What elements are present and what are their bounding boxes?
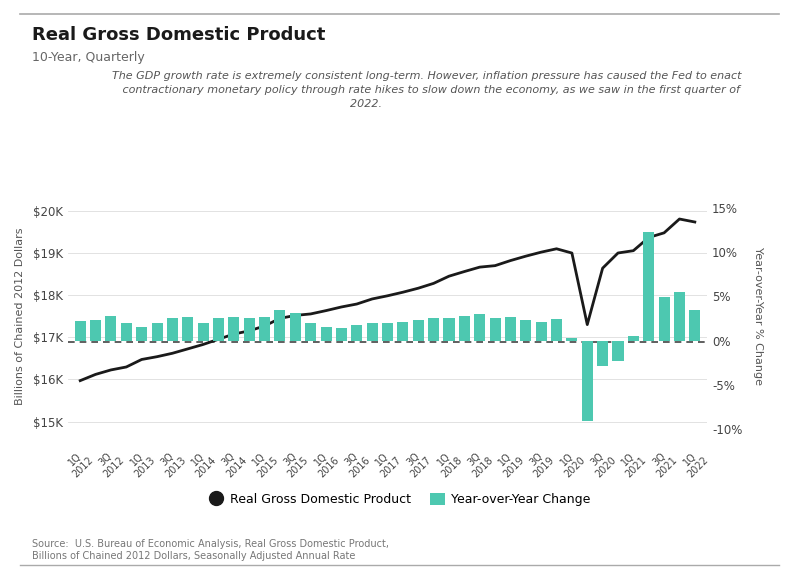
Bar xyxy=(121,323,132,340)
Text: The GDP growth rate is extremely consistent long-term. However, inflation pressu: The GDP growth rate is extremely consist… xyxy=(112,71,741,80)
Bar xyxy=(320,327,332,340)
Bar xyxy=(290,313,301,340)
Legend: Real Gross Domestic Product, Year-over-Year Change: Real Gross Domestic Product, Year-over-Y… xyxy=(204,488,595,511)
Bar xyxy=(352,325,362,340)
Bar xyxy=(336,328,347,340)
Bar xyxy=(136,327,147,340)
Bar xyxy=(105,316,117,340)
Bar xyxy=(597,340,608,366)
Bar xyxy=(259,317,270,340)
Bar xyxy=(535,322,547,340)
Bar xyxy=(90,320,101,340)
Bar xyxy=(566,338,578,340)
Bar xyxy=(367,323,378,340)
Bar xyxy=(443,317,455,340)
Bar xyxy=(74,321,85,340)
Bar xyxy=(674,292,685,340)
Bar xyxy=(413,320,423,340)
Text: Source:  U.S. Bureau of Economic Analysis, Real Gross Domestic Product,: Source: U.S. Bureau of Economic Analysis… xyxy=(32,539,389,549)
Bar xyxy=(152,323,162,340)
Bar xyxy=(490,319,501,340)
Bar xyxy=(658,297,670,340)
Bar xyxy=(305,323,316,340)
Bar xyxy=(182,317,193,340)
Bar xyxy=(690,309,701,340)
Bar xyxy=(505,317,516,340)
Bar xyxy=(274,309,285,340)
Text: contractionary monetary policy through rate hikes to slow down the economy, as w: contractionary monetary policy through r… xyxy=(112,85,740,95)
Bar xyxy=(474,314,485,340)
Bar xyxy=(582,340,593,420)
Text: 2022.: 2022. xyxy=(112,99,382,109)
Bar xyxy=(382,323,393,340)
Bar xyxy=(229,317,240,340)
Text: Billions of Chained 2012 Dollars, Seasonally Adjusted Annual Rate: Billions of Chained 2012 Dollars, Season… xyxy=(32,551,356,561)
Bar xyxy=(613,340,623,361)
Y-axis label: Year-over-Year % Change: Year-over-Year % Change xyxy=(753,247,764,385)
Bar xyxy=(520,320,531,340)
Bar xyxy=(197,323,209,340)
Bar xyxy=(628,336,639,340)
Bar xyxy=(213,319,224,340)
Bar xyxy=(244,319,255,340)
Bar xyxy=(167,319,178,340)
Bar xyxy=(643,232,654,340)
Bar xyxy=(551,319,562,340)
Y-axis label: Billions of Chained 2012 Dollars: Billions of Chained 2012 Dollars xyxy=(14,228,25,405)
Bar xyxy=(459,316,470,340)
Text: Real Gross Domestic Product: Real Gross Domestic Product xyxy=(32,26,325,44)
Bar xyxy=(397,322,408,340)
Bar xyxy=(428,319,439,340)
Text: 10-Year, Quarterly: 10-Year, Quarterly xyxy=(32,51,145,64)
